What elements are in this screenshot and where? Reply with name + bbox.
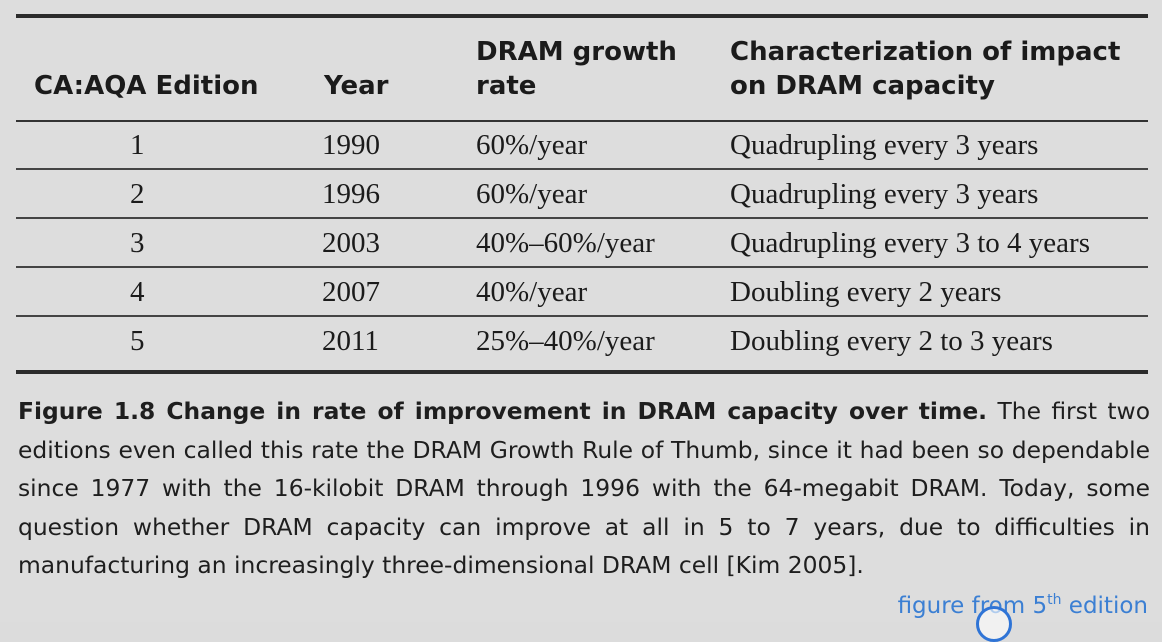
header-edition: CA:AQA Edition	[34, 71, 259, 101]
table-cell-growth: 60%/year	[476, 178, 588, 210]
table-cell-edition: 3	[130, 227, 145, 259]
table-cell-year: 1990	[322, 129, 380, 161]
table-top-rule	[16, 14, 1148, 18]
table-cell-edition: 2	[130, 178, 145, 210]
book-page: CA:AQA Edition Year DRAM growth rate Cha…	[16, 14, 1150, 642]
table-cell-impact: Doubling every 2 to 3 years	[730, 325, 1053, 357]
caption-label: Figure 1.8	[18, 397, 156, 425]
table-row-divider	[16, 266, 1148, 268]
table-row-divider	[16, 315, 1148, 317]
figure-caption: Figure 1.8 Change in rate of improvement…	[18, 392, 1150, 585]
source-note-superscript: th	[1047, 592, 1062, 608]
table-cell-year: 2011	[322, 325, 379, 357]
header-impact-line1: Characterization of impact	[730, 37, 1121, 67]
table-cell-edition: 4	[130, 276, 145, 308]
header-growth-line2: rate	[476, 71, 537, 101]
header-impact-line2: on DRAM capacity	[730, 71, 995, 101]
table-cell-growth: 25%–40%/year	[476, 325, 655, 357]
caption-title: Change in rate of improvement in DRAM ca…	[166, 397, 988, 425]
table-row-divider	[16, 217, 1148, 219]
table-cell-impact: Doubling every 2 years	[730, 276, 1002, 308]
table-cell-growth: 40%–60%/year	[476, 227, 655, 259]
header-year: Year	[324, 71, 389, 101]
table-cell-edition: 5	[130, 325, 145, 357]
table-cell-year: 2007	[322, 276, 380, 308]
source-note-prefix: figure from 5	[897, 593, 1048, 619]
table-cell-year: 2003	[322, 227, 380, 259]
pointer-cursor-icon	[976, 606, 1012, 642]
table-cell-impact: Quadrupling every 3 to 4 years	[730, 227, 1090, 259]
table-row-divider	[16, 168, 1148, 170]
table-cell-year: 1996	[322, 178, 380, 210]
source-note: figure from 5th edition	[898, 584, 1148, 622]
source-note-suffix: edition	[1061, 593, 1148, 619]
header-growth-line1: DRAM growth	[476, 37, 677, 67]
table-bottom-rule	[16, 370, 1148, 374]
table-cell-impact: Quadrupling every 3 years	[730, 178, 1039, 210]
table-cell-impact: Quadrupling every 3 years	[730, 129, 1039, 161]
caption-body: The first two editions even called this …	[18, 397, 1150, 580]
table-cell-growth: 60%/year	[476, 129, 588, 161]
table-cell-growth: 40%/year	[476, 276, 588, 308]
table-header-rule	[16, 120, 1148, 122]
table-cell-edition: 1	[130, 129, 145, 161]
